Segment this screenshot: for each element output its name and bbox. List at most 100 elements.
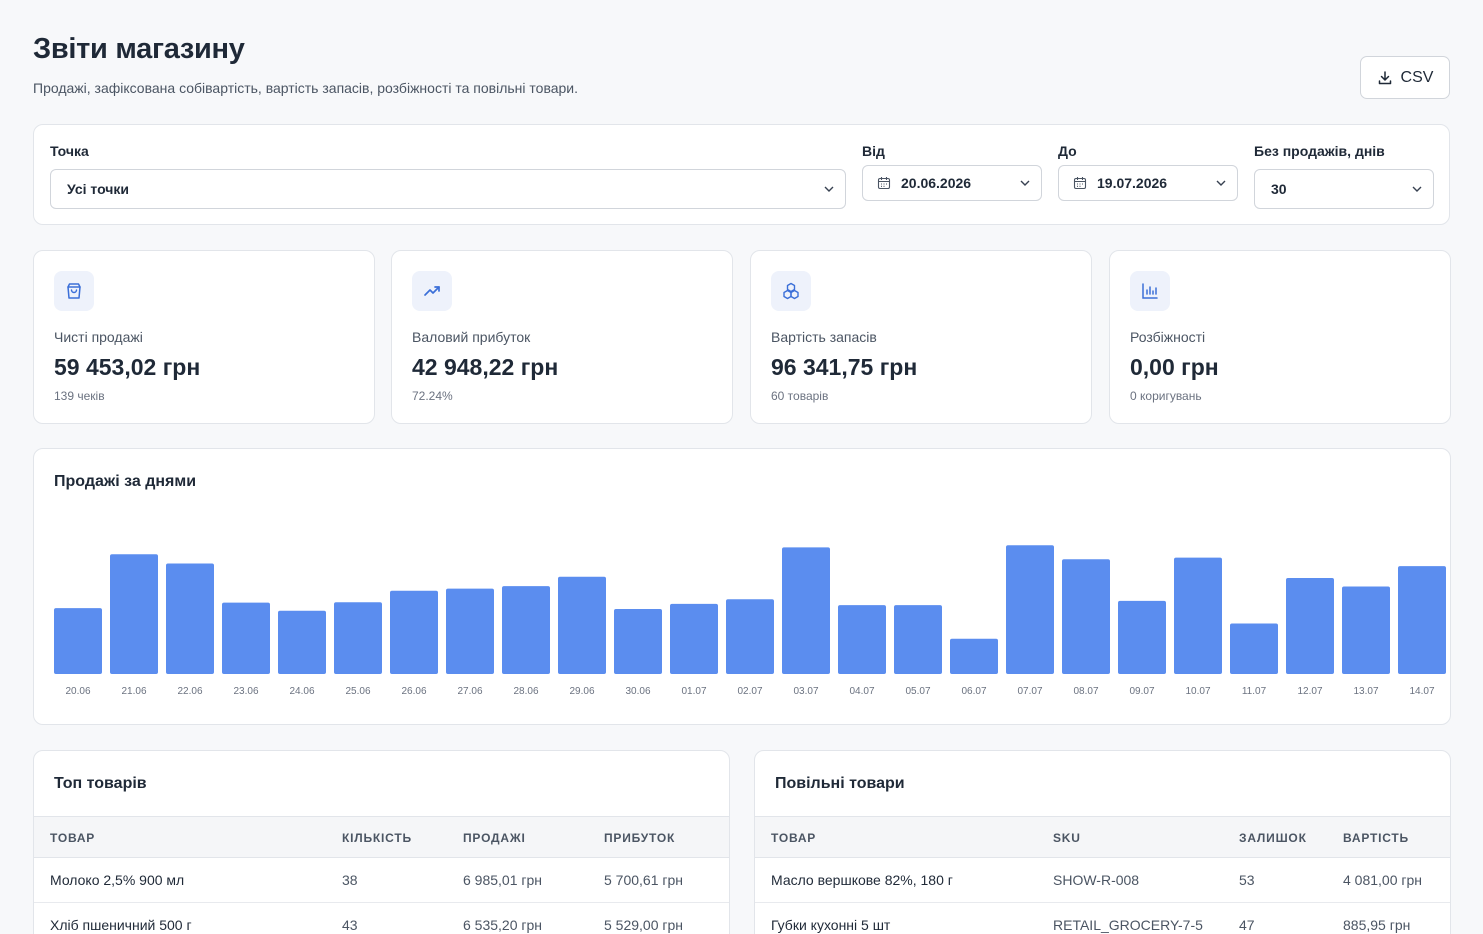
chart-tick-label: 05.07 xyxy=(905,686,930,697)
chart-tick-label: 14.07 xyxy=(1409,686,1434,697)
chart-bar[interactable] xyxy=(1006,545,1054,674)
product-name: Молоко 2,5% 900 мл xyxy=(50,872,185,888)
chart-tick-label: 09.07 xyxy=(1129,686,1154,697)
kpi-sub: 0 коригувань xyxy=(1130,389,1202,403)
page-header: Звіти магазину Продажі, зафіксована собі… xyxy=(33,0,1450,124)
kpi-label: Чисті продажі xyxy=(54,329,143,345)
chart-bar[interactable] xyxy=(110,554,158,674)
chart-tick-label: 24.06 xyxy=(289,686,314,697)
page-title: Звіти магазину xyxy=(33,33,245,65)
kpi-value: 96 341,75 грн xyxy=(771,354,918,380)
chevron-down-icon xyxy=(1020,180,1030,186)
chart-tick-label: 27.06 xyxy=(457,686,482,697)
table-row[interactable]: Масло вершкове 82%, 180 г SHOW-R-008 53 … xyxy=(755,858,1450,903)
slow-products-title: Повільні товари xyxy=(775,775,905,792)
product-name: Губки кухонні 5 шт xyxy=(771,917,891,933)
top-products-card: Топ товарів ТОВАР КІЛЬКІСТЬ ПРОДАЖІ ПРИБ… xyxy=(33,750,730,934)
chart-bar[interactable] xyxy=(390,590,438,674)
chart-bar[interactable] xyxy=(278,610,326,674)
chart-bar[interactable] xyxy=(222,602,270,674)
top-products-title: Топ товарів xyxy=(54,775,147,792)
csv-button-label: CSV xyxy=(1400,68,1434,86)
product-value: 4 081,00 грн xyxy=(1343,872,1423,888)
product-quantity: 38 xyxy=(342,872,358,888)
table-row[interactable]: Губки кухонні 5 шт RETAIL_GROCERY-7-5 47… xyxy=(755,903,1450,934)
kpi-card-gross-profit: Валовий прибуток 42 948,22 грн 72.24% xyxy=(391,250,733,424)
to-date-input[interactable]: 19.07.2026 xyxy=(1058,165,1238,201)
from-date-input[interactable]: 20.06.2026 xyxy=(862,165,1042,201)
chart-bar[interactable] xyxy=(1230,623,1278,674)
kpi-value: 0,00 грн xyxy=(1130,354,1219,380)
kpi-card-net-sales: Чисті продажі 59 453,02 грн 139 чеків xyxy=(33,250,375,424)
kpi-sub: 139 чеків xyxy=(54,389,105,403)
chart-bar[interactable] xyxy=(166,563,214,674)
chart-tick-label: 11.07 xyxy=(1242,686,1267,697)
chart-bar[interactable] xyxy=(334,602,382,674)
no-sales-days-select[interactable]: 30 xyxy=(1254,169,1434,209)
kpi-sub: 72.24% xyxy=(412,389,453,403)
download-icon xyxy=(1378,70,1391,84)
chart-bar[interactable] xyxy=(446,588,494,674)
chevron-down-icon xyxy=(824,186,834,192)
chart-bar[interactable] xyxy=(502,586,550,674)
sales-by-day-chart-card: Продажі за днями 20.06 21.06 22.06 23.06 24.… xyxy=(33,448,1451,725)
calendar-icon xyxy=(877,177,891,190)
chart-title: Продажі за днями xyxy=(54,473,197,490)
table-row[interactable]: Хліб пшеничний 500 г 43 6 535,20 грн 5 5… xyxy=(34,903,729,934)
table-header: ТОВАР SKU ЗАЛИШОК ВАРТІСТЬ xyxy=(755,816,1450,858)
chart-tick-label: 22.06 xyxy=(177,686,202,697)
column-header: КІЛЬКІСТЬ xyxy=(342,831,412,845)
chart-tick-label: 28.06 xyxy=(513,686,538,697)
chevron-down-icon xyxy=(1216,180,1226,186)
shopping-bag-icon xyxy=(54,271,94,311)
to-date-value: 19.07.2026 xyxy=(1097,175,1168,191)
chart-bar[interactable] xyxy=(1062,559,1110,674)
chart-bar[interactable] xyxy=(614,609,662,674)
chart-bar[interactable] xyxy=(670,603,718,674)
chart-tick-label: 25.06 xyxy=(345,686,370,697)
kpi-row: Чисті продажі 59 453,02 грн 139 чеків Ва… xyxy=(33,250,1451,424)
slow-products-card: Повільні товари ТОВАР SKU ЗАЛИШОК ВАРТІС… xyxy=(754,750,1451,934)
chart-bar[interactable] xyxy=(54,608,102,674)
chart-tick-label: 08.07 xyxy=(1073,686,1098,697)
chart-bar[interactable] xyxy=(1342,586,1390,674)
chart-bar[interactable] xyxy=(894,605,942,674)
product-profit: 5 529,00 грн xyxy=(604,917,684,933)
product-sales: 6 985,01 грн xyxy=(463,872,543,888)
chart-bar[interactable] xyxy=(950,638,998,674)
csv-export-button[interactable]: CSV xyxy=(1360,56,1450,99)
kpi-label: Валовий прибуток xyxy=(412,329,531,345)
chart-tick-label: 29.06 xyxy=(569,686,594,697)
chart-bar[interactable] xyxy=(1398,566,1446,674)
product-sales: 6 535,20 грн xyxy=(463,917,543,933)
chart-bar[interactable] xyxy=(558,576,606,674)
point-label: Точка xyxy=(50,143,89,159)
no-sales-days-label: Без продажів, днів xyxy=(1254,143,1385,159)
product-stock: 47 xyxy=(1239,917,1255,933)
chart-tick-label: 01.07 xyxy=(681,686,706,697)
chart-bar[interactable] xyxy=(782,547,830,674)
kpi-value: 42 948,22 грн xyxy=(412,354,559,380)
product-stock: 53 xyxy=(1239,872,1255,888)
point-select[interactable]: Усі точки xyxy=(50,169,846,209)
product-value: 885,95 грн xyxy=(1343,917,1411,933)
product-quantity: 43 xyxy=(342,917,358,933)
kpi-card-inventory-value: Вартість запасів 96 341,75 грн 60 товарі… xyxy=(750,250,1092,424)
kpi-label: Розбіжності xyxy=(1130,329,1206,345)
kpi-card-discrepancies: Розбіжності 0,00 грн 0 коригувань xyxy=(1109,250,1451,424)
kpi-label: Вартість запасів xyxy=(771,329,877,345)
chart-bar[interactable] xyxy=(838,605,886,674)
table-row[interactable]: Молоко 2,5% 900 мл 38 6 985,01 грн 5 700… xyxy=(34,858,729,903)
chart-bar[interactable] xyxy=(726,599,774,674)
product-sku: SHOW-R-008 xyxy=(1053,872,1140,888)
chart-bar[interactable] xyxy=(1286,577,1334,674)
product-profit: 5 700,61 грн xyxy=(604,872,684,888)
sales-by-day-chart: 20.06 21.06 22.06 23.06 24.06 25.06 26.06 27.06… xyxy=(54,545,1446,697)
chart-tick-label: 20.06 xyxy=(65,686,90,697)
chart-tick-label: 10.07 xyxy=(1185,686,1210,697)
chart-bar[interactable] xyxy=(1174,557,1222,674)
chart-tick-label: 07.07 xyxy=(1017,686,1042,697)
kpi-value: 59 453,02 грн xyxy=(54,354,201,380)
chevron-down-icon xyxy=(1412,186,1422,192)
chart-bar[interactable] xyxy=(1118,600,1166,674)
